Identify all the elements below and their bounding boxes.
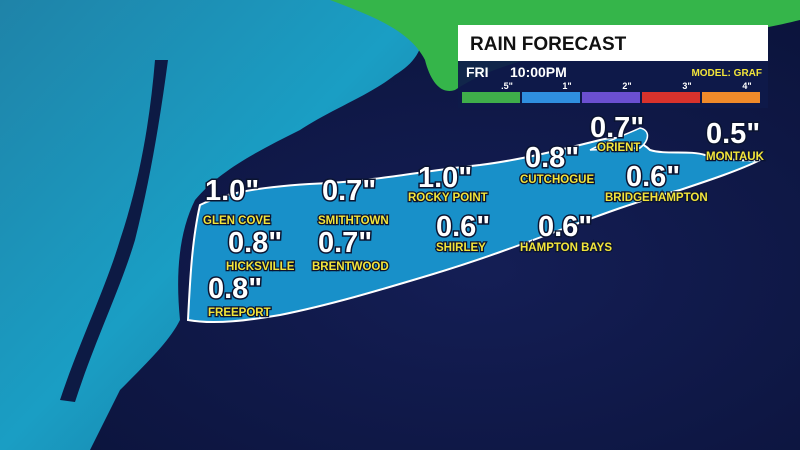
place-name: BRIDGEHAMPTON [605, 192, 708, 204]
rain-amount: 0.6" [626, 161, 680, 193]
title: RAIN FORECAST [470, 34, 627, 55]
legend-swatch [522, 92, 580, 103]
rain-amount: 1.0" [205, 175, 259, 207]
legend-swatch [642, 92, 700, 103]
rain-amount: 0.7" [590, 112, 644, 144]
place-name: ORIENT [597, 142, 640, 154]
place-name: SMITHTOWN [318, 215, 389, 227]
legend-label: 1" [562, 81, 571, 91]
place-name: FREEPORT [208, 307, 271, 319]
rain-amount: 0.5" [706, 118, 760, 150]
north-fork [589, 127, 649, 151]
model: MODEL: GRAF [691, 68, 762, 79]
rain-amount: 0.8" [525, 142, 579, 174]
legend-label: .5" [501, 81, 513, 91]
place-name: SHIRLEY [436, 242, 486, 254]
legend-swatch [582, 92, 640, 103]
place-name: MONTAUK [706, 151, 765, 163]
place-name: HICKSVILLE [226, 261, 295, 273]
place-name: CUTCHOGUE [520, 174, 594, 186]
legend-swatch [702, 92, 760, 103]
day: FRI [466, 64, 489, 80]
rain-amount: 0.6" [436, 211, 490, 243]
rain-amount: 0.8" [228, 227, 282, 259]
rain-amount: 0.7" [318, 227, 372, 259]
place-name: ROCKY POINT [408, 192, 488, 204]
place-name: GLEN COVE [203, 215, 271, 227]
legend-swatch [462, 92, 520, 103]
hudson-river [60, 60, 168, 402]
mainland [0, 0, 424, 450]
place-name: BRENTWOOD [312, 261, 389, 273]
rain-amount: 1.0" [418, 162, 472, 194]
legend: .5" 1" 2" 3" 4" [462, 81, 760, 103]
legend-label: 3" [682, 81, 691, 91]
header-box [458, 25, 768, 61]
rain-amount: 0.6" [538, 211, 592, 243]
place-name: HAMPTON BAYS [520, 242, 612, 254]
long-island [186, 137, 761, 324]
rain-amount: 0.8" [208, 273, 262, 305]
legend-label: 2" [622, 81, 631, 91]
legend-label: 4" [742, 81, 751, 91]
time: 10:00PM [510, 64, 567, 80]
rain-amount: 0.7" [322, 175, 376, 207]
